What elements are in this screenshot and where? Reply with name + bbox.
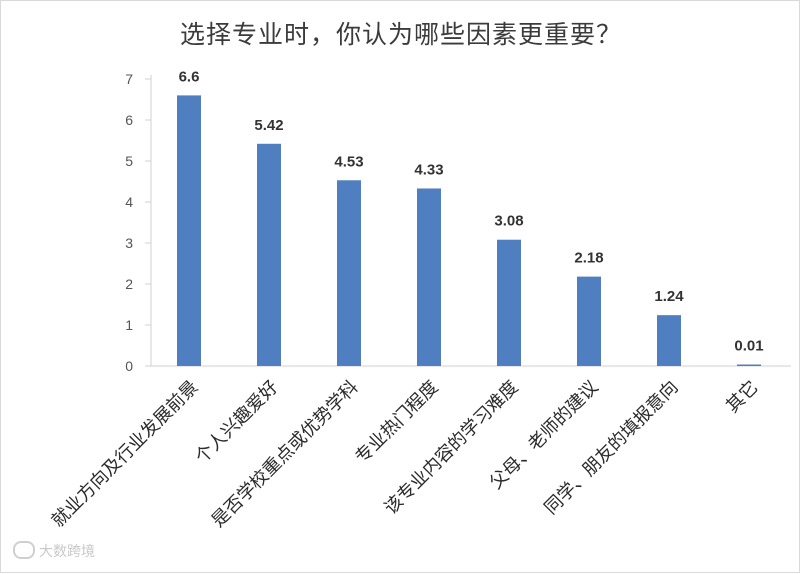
data-label: 0.01: [734, 338, 763, 355]
data-label: 1.24: [654, 288, 684, 305]
category-label: 其它: [722, 377, 762, 417]
bar: [417, 188, 441, 366]
y-tick-label: 5: [125, 153, 133, 169]
bar: [737, 364, 761, 366]
y-tick-label: 1: [125, 317, 133, 333]
bar: [577, 276, 601, 366]
data-label: 4.53: [334, 153, 363, 170]
category-label: 同学、朋友的填报意向: [540, 377, 682, 519]
bar: [657, 315, 681, 366]
y-tick-label: 2: [125, 276, 133, 292]
data-label: 3.08: [494, 213, 523, 230]
watermark-logo-icon: [13, 541, 35, 559]
y-tick-label: 4: [125, 194, 133, 210]
data-label: 4.33: [414, 161, 443, 178]
watermark: 大数跨境: [13, 541, 95, 561]
chart-title: 选择专业时，你认为哪些因素更重要？: [179, 20, 622, 49]
bar: [337, 180, 361, 366]
data-label: 5.42: [254, 117, 283, 134]
y-tick-label: 0: [125, 358, 133, 374]
bar: [497, 239, 521, 366]
bar: [177, 95, 201, 367]
bar: [257, 143, 281, 366]
watermark-text: 大数跨境: [39, 544, 95, 560]
category-label: 就业方向及行业发展前景: [48, 377, 203, 532]
y-tick-label: 7: [125, 71, 133, 87]
y-tick-label: 3: [125, 235, 133, 251]
data-label: 6.6: [179, 68, 200, 85]
category-label: 该专业内容的学习难度: [380, 377, 522, 519]
y-tick-label: 6: [125, 112, 133, 128]
category-label: 是否学校重点或优势学科: [208, 377, 363, 532]
data-label: 2.18: [574, 250, 603, 267]
